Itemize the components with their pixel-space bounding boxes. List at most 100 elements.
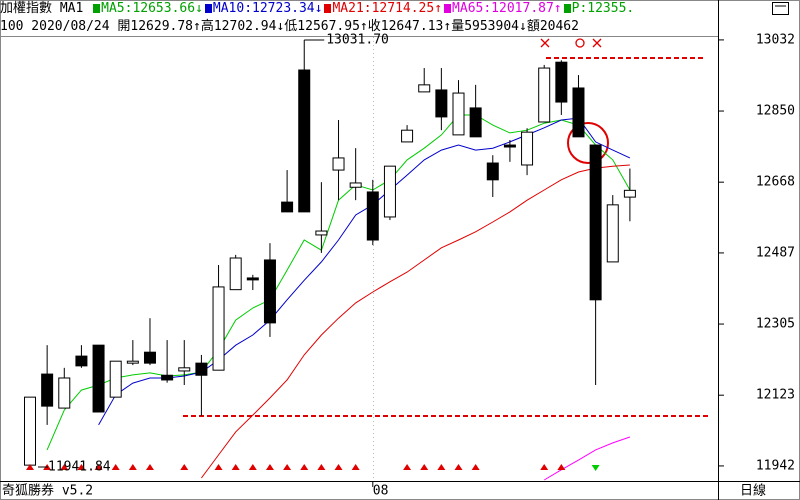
candle-body (298, 69, 311, 213)
buy-signal (471, 464, 480, 470)
candle-body (126, 360, 139, 364)
candle-body (143, 351, 156, 364)
header-value: MA5:12653.66 (101, 1, 196, 16)
buy-signal (26, 464, 34, 470)
candle-body (349, 182, 362, 188)
ma-line (98, 117, 631, 426)
highlight-circle (567, 122, 609, 164)
header-row: 加權指數 MA1 MA5:12653.66↓ MA10:12723.34↓ MA21… (0, 0, 716, 18)
legend-marker (93, 4, 101, 13)
buy-signal (317, 464, 326, 470)
signal-markers (540, 38, 602, 48)
trend-arrow: ↑ (193, 19, 201, 34)
buy-signal (214, 464, 223, 470)
buy-signal (454, 464, 463, 470)
trend-arrow: ↑ (434, 1, 443, 16)
y-tick-label: 12668 (756, 175, 795, 190)
low-annotation: 11941.84 (48, 459, 111, 474)
candle-body (315, 230, 328, 236)
trend-arrow: ↑ (553, 1, 562, 16)
candle-body (41, 373, 54, 407)
candle-body (178, 367, 191, 372)
legend-marker (563, 4, 571, 13)
ma-line (543, 436, 631, 481)
buy-signal (437, 464, 446, 470)
buy-signal (334, 464, 343, 470)
candle-body (58, 377, 71, 409)
candle-body (452, 92, 465, 136)
candle-body (366, 191, 379, 241)
candle-body (623, 189, 636, 198)
header-row: 100 2020/08/24 開12629.78↑高12702.94↓低1256… (0, 18, 716, 36)
candle-body (538, 67, 551, 123)
window-icon[interactable] (772, 2, 789, 15)
header-value: 高12702.94 (200, 19, 277, 34)
candle-body (246, 277, 259, 281)
candle-body (503, 144, 516, 148)
buy-signal (351, 464, 360, 470)
candle-body (435, 89, 448, 118)
candle-body (263, 259, 276, 324)
candle-body (383, 165, 396, 218)
ma-line (200, 164, 630, 479)
buy-signal (403, 464, 412, 470)
sell-signal (591, 465, 600, 471)
candle-body (229, 257, 242, 291)
header-value: 收12647.13 (367, 19, 444, 34)
candle-body (24, 396, 36, 466)
period-label: 日線 (740, 483, 766, 499)
header-value: 低12567.95 (284, 19, 360, 34)
trend-arrow: ↓ (519, 19, 527, 34)
buy-signal (77, 464, 86, 470)
buy-signal (557, 464, 566, 470)
buy-signal (540, 464, 549, 470)
buy-signal (231, 464, 240, 470)
header-value: MA65:12017.87 (452, 1, 554, 16)
buy-signal (283, 464, 292, 470)
trend-arrow: ↑ (359, 19, 368, 34)
legend-marker (324, 4, 332, 13)
trend-arrow: ↓ (314, 1, 323, 16)
buy-signal (248, 464, 257, 470)
y-tick-label: 13032 (756, 32, 795, 47)
trend-arrow: ↓ (276, 19, 285, 34)
candle-body (486, 162, 499, 181)
candle-body (521, 131, 534, 166)
buy-signal (128, 464, 137, 470)
y-tick-label: 12305 (756, 317, 795, 332)
buy-signal (94, 464, 103, 470)
candle-body (161, 374, 174, 381)
candle-body (195, 362, 208, 376)
buy-signal (145, 464, 154, 470)
candle-body (92, 344, 105, 413)
candle-body (606, 204, 619, 263)
candle-body (332, 157, 345, 171)
trend-arrow: ↓ (195, 1, 203, 16)
header-value: 100 2020/08/24 開12629.78 (0, 19, 194, 34)
legend-marker (204, 4, 212, 13)
candle-body (469, 107, 482, 138)
y-tick-label: 12123 (756, 388, 795, 403)
candle-body (109, 360, 122, 398)
buy-signal (180, 464, 189, 470)
x-tick-label: 08 (373, 484, 389, 499)
buy-signal (420, 464, 429, 470)
header-value: MA10:12723.34 (212, 1, 315, 16)
header-value: 額20462 (526, 19, 579, 34)
y-tick-label: 12487 (756, 245, 795, 260)
candle-body (418, 84, 431, 93)
header-value: 加權指數 MA1 (0, 1, 92, 16)
header-value: 量5953904 (451, 19, 519, 34)
buy-signal (111, 464, 120, 470)
candle-body (572, 87, 585, 138)
candle-body (589, 144, 602, 301)
high-annotation: 13031.70 (326, 33, 389, 48)
header-value: P:12355. (571, 1, 635, 16)
buy-signal (300, 464, 309, 470)
legend-marker (444, 4, 452, 13)
candle-body (401, 129, 414, 143)
ma-line (46, 114, 631, 451)
candle-body (281, 201, 294, 213)
